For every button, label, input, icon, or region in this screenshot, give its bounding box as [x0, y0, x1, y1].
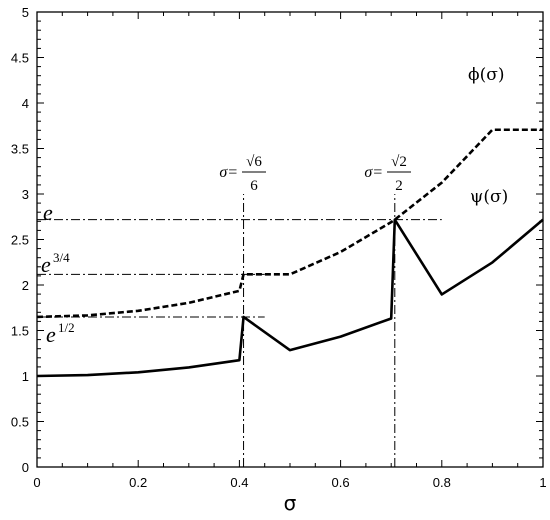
y-tick-label: 4.5: [11, 51, 29, 66]
phi-curve-label: ϕ(σ): [468, 65, 504, 85]
x-tick-label: 1: [539, 475, 546, 490]
sqrt6-over-6-label: σ= √6 6: [219, 154, 266, 194]
y-tick-label: 5: [22, 5, 29, 20]
sqrt2-over-2-label-denominator: 2: [395, 178, 403, 194]
x-tick-label: 0.8: [433, 475, 451, 490]
psi-curve: [36, 128, 543, 319]
y-tick-label: 2: [22, 278, 29, 293]
phi-curve: [36, 218, 544, 378]
e-label-2: e: [46, 322, 56, 347]
y-tick-label: 0.5: [11, 415, 29, 430]
e-exponent-1: 3/4: [53, 250, 70, 265]
psi-curve-label: ψ(σ): [470, 187, 508, 207]
y-tick-label: 3: [22, 187, 29, 202]
ticks: 0 0.2 0.4 0.6 0.8 1 0 0.5 1 1.5 2 2.5 3 3.5 4 4.5 5: [11, 5, 547, 490]
e-label-1: e: [41, 252, 51, 277]
sqrt2-over-2-label-lhs: σ=: [364, 164, 383, 181]
y-tick-label: 0: [22, 460, 29, 475]
curves: [36, 128, 544, 378]
y-tick-label: 2.5: [11, 233, 29, 248]
x-tick-label: 0.2: [129, 475, 147, 490]
y-tick-label: 1.5: [11, 324, 29, 339]
sqrt2-over-2-label-numerator: √2: [391, 154, 407, 170]
sqrt2-over-2-label: σ= √2 2: [364, 154, 411, 194]
y-tick-label: 3.5: [11, 142, 29, 157]
e-label-0: e: [43, 200, 53, 225]
sqrt6-over-6-label-denominator: 6: [250, 178, 258, 194]
sqrt6-over-6-label-numerator: √6: [246, 154, 262, 170]
x-axis-title: σ: [284, 491, 297, 515]
y-tick-label: 4: [22, 96, 29, 111]
sqrt6-over-6-label-lhs: σ=: [219, 164, 238, 181]
y-tick-label: 1: [22, 369, 29, 384]
x-tick-label: 0.6: [332, 475, 350, 490]
x-tick-label: 0.4: [230, 475, 248, 490]
x-tick-label: 0: [33, 475, 40, 490]
e-exponent-2: 1/2: [58, 320, 75, 335]
reference-lines: [37, 194, 442, 467]
